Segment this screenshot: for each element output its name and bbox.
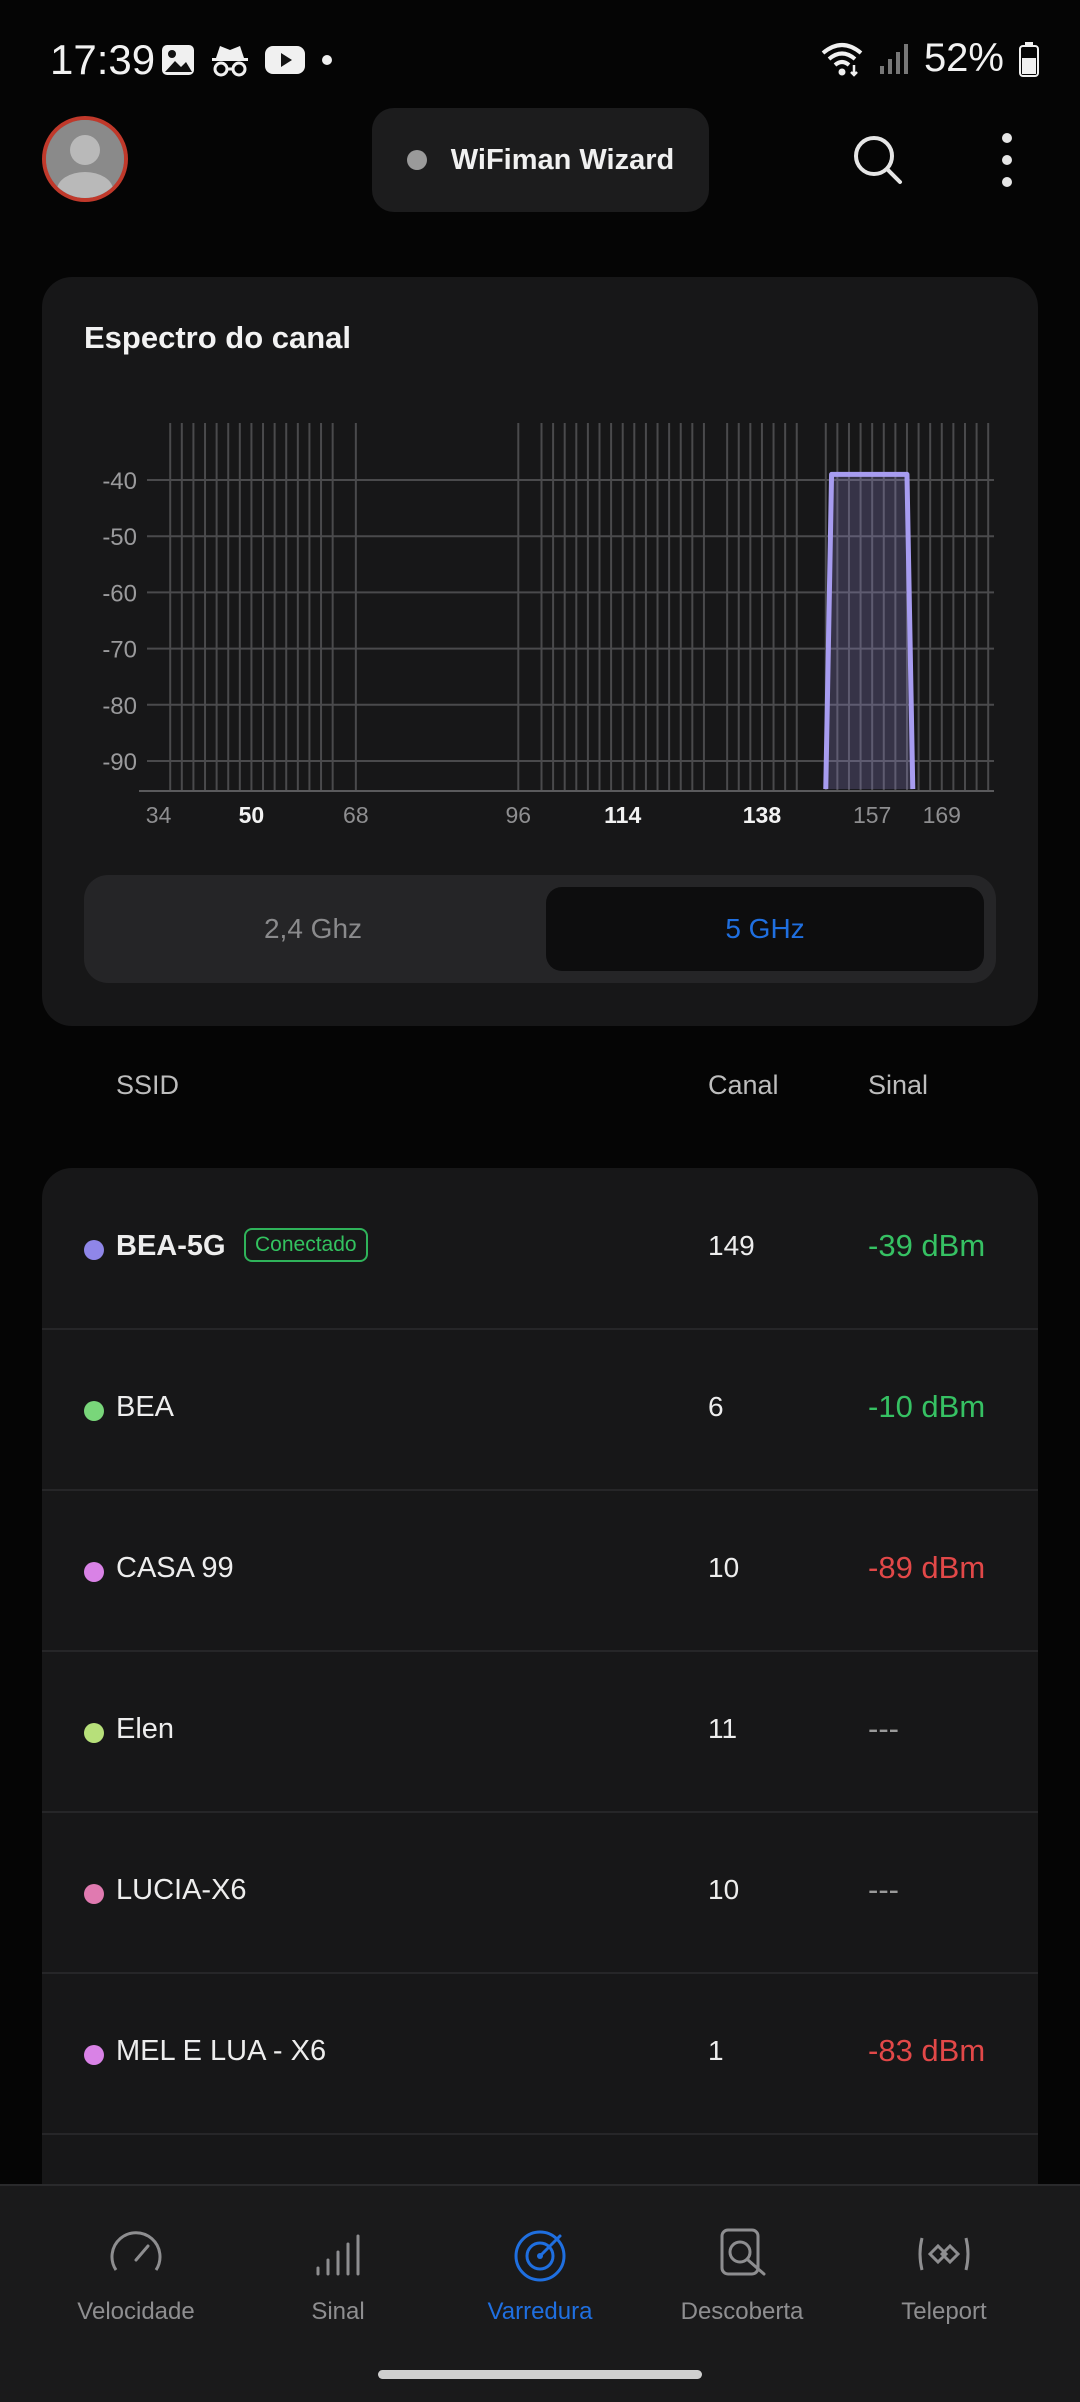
x-tick-label: 157 xyxy=(853,802,891,828)
network-ssid: CASA 99 xyxy=(116,1552,234,1584)
x-tick-label: 138 xyxy=(743,802,782,828)
network-ssid: MEL E LUA - X6 xyxy=(116,2035,327,2067)
search-icon[interactable] xyxy=(852,134,904,186)
y-tick-label: -70 xyxy=(102,637,137,664)
spectrum-area xyxy=(825,474,913,790)
nav-label: Varredura xyxy=(487,2298,593,2325)
network-row[interactable]: MEL E LUA - X6 1 -83 dBm xyxy=(42,1973,1038,2135)
nav-velocidade[interactable]: Velocidade xyxy=(36,2224,236,2326)
y-tick-label: -80 xyxy=(102,693,137,720)
y-tick-label: -40 xyxy=(102,468,137,495)
band-selector: 2,4 Ghz 5 GHz xyxy=(84,875,996,983)
network-signal: -83 dBm xyxy=(868,2033,986,2068)
wifi-icon xyxy=(821,42,863,77)
wizard-button[interactable]: WiFiman Wizard xyxy=(372,108,709,212)
network-channel: 10 xyxy=(708,1552,740,1583)
network-channel: 10 xyxy=(708,1874,740,1905)
network-signal: -89 dBm xyxy=(868,1550,986,1585)
nav-teleport[interactable]: Teleport xyxy=(844,2224,1044,2326)
network-channel: 11 xyxy=(708,1713,738,1744)
spectrum-title: Espectro do canal xyxy=(84,320,352,355)
connected-badge: Conectado xyxy=(244,1228,368,1262)
network-row[interactable]: BEA 6 -10 dBm xyxy=(42,1329,1038,1491)
nav-label: Descoberta xyxy=(680,2298,804,2325)
spectrum-chart: -40 -50 -60 -70 -80 -90 34 50 68 96 114 138 157 169 xyxy=(102,423,994,828)
nav-label: Velocidade xyxy=(77,2298,195,2325)
nav-descoberta[interactable]: Descoberta xyxy=(642,2224,842,2326)
band-option-5ghz[interactable]: 5 GHz xyxy=(546,887,984,971)
more-vert-icon[interactable] xyxy=(1000,132,1014,188)
network-signal: -39 dBm xyxy=(868,1228,986,1263)
network-color-dot xyxy=(84,1562,104,1582)
teleport-icon xyxy=(918,2237,970,2271)
network-signal: -10 dBm xyxy=(868,1389,986,1424)
network-row[interactable]: LUCIA-X6 10 --- xyxy=(42,1812,1038,1974)
avatar[interactable] xyxy=(42,116,128,202)
y-tick-label: -50 xyxy=(102,524,137,551)
dot-icon xyxy=(322,55,332,65)
battery-icon xyxy=(1019,41,1039,77)
network-signal: --- xyxy=(868,1711,899,1746)
wizard-label: WiFiman Wizard xyxy=(450,143,675,176)
nav-label: Teleport xyxy=(901,2298,987,2325)
network-signal: --- xyxy=(868,1872,899,1907)
network-channel: 1 xyxy=(708,2035,724,2066)
network-ssid: BEA xyxy=(116,1391,175,1423)
network-channel: 6 xyxy=(708,1391,724,1422)
nav-varredura[interactable]: Varredura xyxy=(440,2224,640,2326)
x-tick-label: 34 xyxy=(146,802,172,828)
network-color-dot xyxy=(84,1401,104,1421)
incognito-icon xyxy=(212,46,248,77)
network-row[interactable]: Elen 11 --- xyxy=(42,1651,1038,1813)
column-header-ssid[interactable]: SSID xyxy=(116,1070,180,1100)
y-tick-label: -90 xyxy=(102,749,137,776)
x-tick-label: 169 xyxy=(923,802,961,828)
spectrum-card: Espectro do canal -40 -50 -60 -70 -80 -90 34 50… xyxy=(42,277,1038,1026)
x-tick-label: 96 xyxy=(505,802,531,828)
youtube-icon xyxy=(265,46,305,74)
status-dot xyxy=(406,150,427,170)
y-tick-label: -60 xyxy=(102,580,137,607)
network-ssid: LUCIA-X6 xyxy=(116,1874,247,1906)
battery-percent: 52% xyxy=(923,36,1004,80)
home-indicator[interactable] xyxy=(378,2370,702,2379)
device-search-icon xyxy=(720,2228,766,2276)
x-tick-label: 68 xyxy=(343,802,369,828)
notification-icons xyxy=(160,42,334,78)
column-header-canal[interactable]: Canal xyxy=(708,1070,779,1100)
band-option-2-4ghz[interactable]: 2,4 Ghz xyxy=(263,913,363,944)
signal-bars-icon xyxy=(316,2234,360,2276)
network-ssid: BEA-5G xyxy=(116,1230,226,1262)
status-time: 17:39 xyxy=(50,36,156,83)
column-header-sinal[interactable]: Sinal xyxy=(868,1070,929,1100)
network-color-dot xyxy=(84,1884,104,1904)
x-tick-label: 50 xyxy=(239,802,265,828)
network-color-dot xyxy=(84,1723,104,1743)
nav-label: Sinal xyxy=(311,2298,365,2325)
bottom-nav: Velocidade Sinal Varredura Descoberta Te… xyxy=(0,2184,1080,2402)
network-list: BEA-5G Conectado 149 -39 dBm BEA 6 -10 d… xyxy=(42,1168,1038,2188)
radar-scan-icon xyxy=(514,2230,566,2282)
speedometer-icon xyxy=(110,2231,162,2271)
status-bar: 17:39 52% xyxy=(0,0,1080,110)
cellular-signal-icon xyxy=(879,43,908,74)
spectrum-line xyxy=(823,471,916,790)
user-icon xyxy=(46,120,124,198)
network-row[interactable]: BEA-5G Conectado 149 -39 dBm xyxy=(42,1168,1038,1330)
status-right: 52% xyxy=(820,36,1040,81)
network-color-dot xyxy=(84,1240,104,1260)
network-channel: 149 xyxy=(708,1230,755,1261)
nav-sinal[interactable]: Sinal xyxy=(238,2224,438,2326)
network-ssid: Elen xyxy=(116,1713,175,1745)
image-icon xyxy=(162,45,194,75)
network-row[interactable]: CASA 99 10 -89 dBm xyxy=(42,1490,1038,1652)
x-tick-label: 114 xyxy=(604,802,641,828)
network-color-dot xyxy=(84,2045,104,2065)
